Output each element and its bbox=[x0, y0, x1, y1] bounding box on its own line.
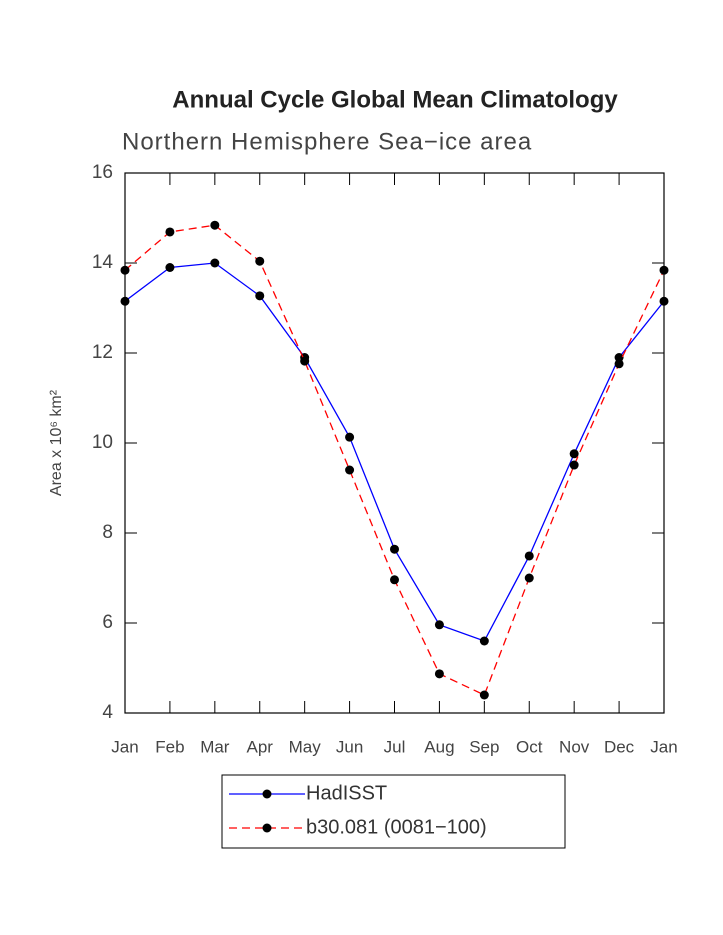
legend-box bbox=[221, 774, 566, 849]
y-tick-label: 6 bbox=[102, 612, 113, 633]
y-tick-label: 4 bbox=[102, 702, 113, 723]
point bbox=[659, 265, 669, 275]
x-tick-label: Mar bbox=[200, 737, 230, 756]
x-tick-label: May bbox=[289, 737, 322, 756]
y-tick-label: 10 bbox=[92, 432, 113, 453]
point bbox=[345, 432, 355, 442]
legend-marker bbox=[262, 823, 272, 833]
legend-marker bbox=[262, 789, 272, 799]
point bbox=[524, 551, 534, 561]
point bbox=[390, 544, 399, 554]
point bbox=[569, 460, 579, 470]
point bbox=[210, 220, 220, 230]
point bbox=[479, 636, 489, 646]
point bbox=[300, 356, 310, 366]
point bbox=[614, 359, 624, 369]
point bbox=[614, 353, 624, 362]
point bbox=[390, 575, 399, 585]
chart-subtitle: Northern Hemisphere Sea−ice area bbox=[122, 128, 532, 155]
series-line bbox=[124, 224, 665, 696]
x-tick-label: Aug bbox=[424, 737, 454, 756]
y-tick-label: 16 bbox=[92, 162, 113, 183]
x-tick-label: Dec bbox=[604, 737, 635, 756]
x-tick-label: Feb bbox=[155, 737, 184, 756]
y-axis-label: Area x 10⁶ km² bbox=[48, 389, 65, 496]
point bbox=[120, 296, 130, 306]
point bbox=[524, 573, 534, 583]
point bbox=[345, 465, 355, 475]
x-tick-label: Nov bbox=[559, 737, 590, 756]
x-tick-label: Jan bbox=[650, 737, 677, 756]
point bbox=[255, 291, 265, 301]
point bbox=[165, 227, 175, 237]
y-tick-label: 14 bbox=[92, 252, 114, 273]
legend-label: HadISST bbox=[306, 782, 387, 804]
y-tick-label: 8 bbox=[102, 522, 113, 543]
point bbox=[210, 258, 220, 268]
y-tick-label: 12 bbox=[92, 342, 113, 363]
point bbox=[479, 690, 489, 700]
point bbox=[165, 263, 175, 272]
legend-label: b30.081 (0081−100) bbox=[306, 816, 487, 838]
chart-title: Annual Cycle Global Mean Climatology bbox=[172, 86, 618, 113]
point bbox=[569, 449, 579, 459]
x-tick-label: Oct bbox=[516, 737, 543, 756]
point bbox=[659, 296, 669, 306]
point bbox=[434, 620, 444, 630]
x-tick-label: Apr bbox=[247, 737, 274, 756]
point bbox=[434, 669, 444, 679]
x-tick-label: Jun bbox=[336, 737, 363, 756]
plot-frame bbox=[124, 172, 665, 714]
point bbox=[255, 256, 265, 266]
x-tick-label: Jul bbox=[384, 737, 406, 756]
point bbox=[120, 265, 130, 275]
x-tick-label: Jan bbox=[111, 737, 138, 756]
x-tick-label: Sep bbox=[469, 737, 499, 756]
